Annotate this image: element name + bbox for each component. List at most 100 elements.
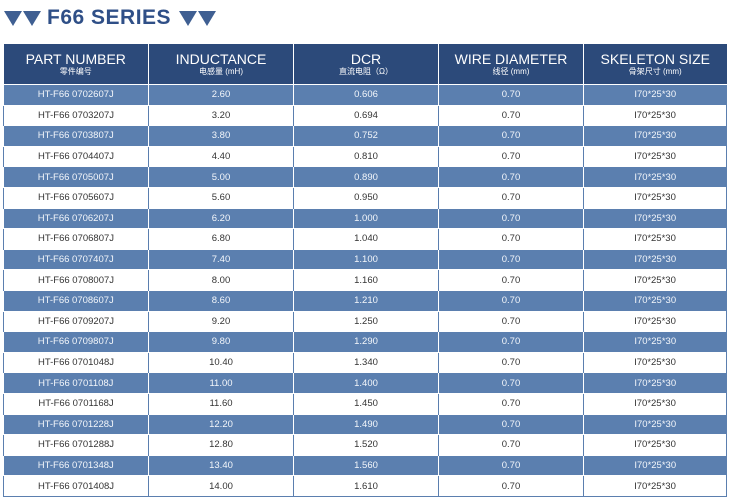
cell-skeleton-size: I70*25*30: [583, 228, 727, 250]
cell-skeleton-size: I70*25*30: [583, 145, 727, 167]
column-header-en: DCR: [350, 51, 382, 67]
cell-wire-diameter: 0.70: [438, 475, 584, 497]
column-header-en: WIRE DIAMETER: [454, 51, 568, 67]
cell-wire-diameter: 0.70: [438, 454, 584, 476]
table-row: HT-F66 0704407J 4.40 0.810 0.70 I70*25*30: [3, 145, 727, 167]
cell-wire-diameter: 0.70: [438, 84, 584, 106]
table-row: HT-F66 0708607J 8.60 1.210 0.70 I70*25*30: [3, 289, 727, 312]
cell-inductance: 5.60: [148, 186, 294, 209]
cell-part-number: HT-F66 0701408J: [3, 475, 149, 497]
cell-part-number: HT-F66 0701288J: [3, 434, 149, 456]
cell-wire-diameter: 0.70: [438, 104, 584, 126]
column-header-wire-diameter: WIRE DIAMETER 线径 (mm): [438, 44, 584, 85]
table-row: HT-F66 0709807J 9.80 1.290 0.70 I70*25*30: [3, 331, 727, 353]
table-row: HT-F66 0701048J 10.40 1.340 0.70 I70*25*30: [3, 351, 727, 373]
cell-inductance: 9.80: [148, 331, 294, 353]
cell-inductance: 6.20: [148, 207, 294, 229]
cell-wire-diameter: 0.70: [438, 351, 584, 373]
column-header-cn: 线径 (mm): [492, 67, 530, 76]
cell-part-number: HT-F66 0705607J: [3, 186, 149, 209]
cell-skeleton-size: I70*25*30: [583, 186, 727, 209]
cell-dcr: 0.752: [293, 125, 439, 147]
cell-skeleton-size: I70*25*30: [583, 248, 727, 270]
cell-dcr: 1.340: [293, 351, 439, 373]
cell-skeleton-size: I70*25*30: [583, 434, 727, 456]
cell-dcr: 1.450: [293, 392, 439, 414]
cell-skeleton-size: I70*25*30: [583, 454, 727, 476]
column-header-en: SKELETON SIZE: [600, 51, 710, 67]
cell-part-number: HT-F66 0708607J: [3, 289, 149, 312]
cell-skeleton-size: I70*25*30: [583, 104, 727, 126]
cell-part-number: HT-F66 0706207J: [3, 207, 149, 229]
cell-dcr: 1.100: [293, 248, 439, 270]
cell-dcr: 1.610: [293, 475, 439, 497]
cell-dcr: 1.210: [293, 289, 439, 312]
cell-part-number: HT-F66 0701168J: [3, 392, 149, 414]
cell-skeleton-size: I70*25*30: [583, 475, 727, 497]
series-title: F66 SERIES: [47, 6, 172, 29]
column-header-inductance: INDUCTANCE 电感量 (mH): [148, 44, 294, 85]
cell-skeleton-size: I70*25*30: [583, 84, 727, 106]
cell-skeleton-size: I70*25*30: [583, 166, 727, 188]
table-body: HT-F66 0702607J 2.60 0.606 0.70 I70*25*30 HT-…: [3, 84, 727, 497]
cell-inductance: 8.60: [148, 289, 294, 312]
table-row: HT-F66 0709207J 9.20 1.250 0.70 I70*25*30: [3, 310, 727, 332]
cell-inductance: 12.80: [148, 434, 294, 456]
cell-dcr: 0.810: [293, 145, 439, 167]
cell-wire-diameter: 0.70: [438, 310, 584, 332]
cell-dcr: 1.560: [293, 454, 439, 476]
cell-wire-diameter: 0.70: [438, 125, 584, 147]
cell-inductance: 11.60: [148, 392, 294, 414]
table-row: HT-F66 0703807J 3.80 0.752 0.70 I70*25*30: [3, 125, 727, 147]
cell-skeleton-size: I70*25*30: [583, 392, 727, 414]
down-triangle-icon: [198, 10, 217, 26]
cell-skeleton-size: I70*25*30: [583, 289, 727, 312]
cell-wire-diameter: 0.70: [438, 145, 584, 167]
cell-dcr: 1.160: [293, 269, 439, 291]
cell-wire-diameter: 0.70: [438, 269, 584, 291]
cell-part-number: HT-F66 0707407J: [3, 248, 149, 270]
cell-wire-diameter: 0.70: [438, 331, 584, 353]
cell-dcr: 1.040: [293, 228, 439, 250]
table-row: HT-F66 0706807J 6.80 1.040 0.70 I70*25*30: [3, 228, 727, 250]
table-row: HT-F66 0708007J 8.00 1.160 0.70 I70*25*30: [3, 269, 727, 291]
table-row: HT-F66 0702607J 2.60 0.606 0.70 I70*25*30: [3, 84, 727, 106]
cell-part-number: HT-F66 0703207J: [3, 104, 149, 126]
cell-dcr: 1.250: [293, 310, 439, 332]
table-row: HT-F66 0703207J 3.20 0.694 0.70 I70*25*30: [3, 104, 727, 126]
cell-inductance: 8.00: [148, 269, 294, 291]
column-header-skeleton-size: SKELETON SIZE 骨架尺寸 (mm): [583, 44, 727, 85]
column-header-en: INDUCTANCE: [175, 51, 267, 67]
table-header-row: PART NUMBER 零件编号 INDUCTANCE 电感量 (mH) DCR…: [3, 44, 727, 85]
cell-dcr: 1.000: [293, 207, 439, 229]
cell-dcr: 0.694: [293, 104, 439, 126]
column-header-cn: 零件编号: [59, 67, 92, 76]
table-row: HT-F66 0701108J 11.00 1.400 0.70 I70*25*30: [3, 372, 727, 394]
cell-part-number: HT-F66 0705007J: [3, 166, 149, 188]
cell-dcr: 0.606: [293, 84, 439, 106]
cell-inductance: 13.40: [148, 454, 294, 476]
cell-inductance: 5.00: [148, 166, 294, 188]
cell-part-number: HT-F66 0701348J: [3, 454, 149, 476]
down-triangle-icon: [23, 10, 41, 26]
spec-table: PART NUMBER 零件编号 INDUCTANCE 电感量 (mH) DCR…: [3, 44, 727, 497]
cell-part-number: HT-F66 0706807J: [3, 228, 149, 250]
cell-wire-diameter: 0.70: [438, 228, 584, 250]
cell-part-number: HT-F66 0701048J: [3, 351, 149, 373]
cell-inductance: 4.40: [148, 145, 294, 167]
down-triangle-icon: [4, 10, 22, 26]
cell-skeleton-size: I70*25*30: [583, 331, 727, 353]
cell-wire-diameter: 0.70: [438, 186, 584, 209]
table-row: HT-F66 0707407J 7.40 1.100 0.70 I70*25*30: [3, 248, 727, 270]
cell-skeleton-size: I70*25*30: [583, 125, 727, 147]
column-header-part-number: PART NUMBER 零件编号: [3, 44, 149, 85]
cell-inductance: 14.00: [148, 475, 294, 497]
column-header-cn: 电感量 (mH): [199, 67, 243, 76]
cell-skeleton-size: I70*25*30: [583, 310, 727, 332]
cell-part-number: HT-F66 0704407J: [3, 145, 149, 167]
column-header-cn: 骨架尺寸 (mm): [628, 67, 682, 76]
table-row: HT-F66 0705007J 5.00 0.890 0.70 I70*25*30: [3, 166, 727, 188]
cell-wire-diameter: 0.70: [438, 372, 584, 394]
cell-dcr: 0.890: [293, 166, 439, 188]
cell-inductance: 3.20: [148, 104, 294, 126]
